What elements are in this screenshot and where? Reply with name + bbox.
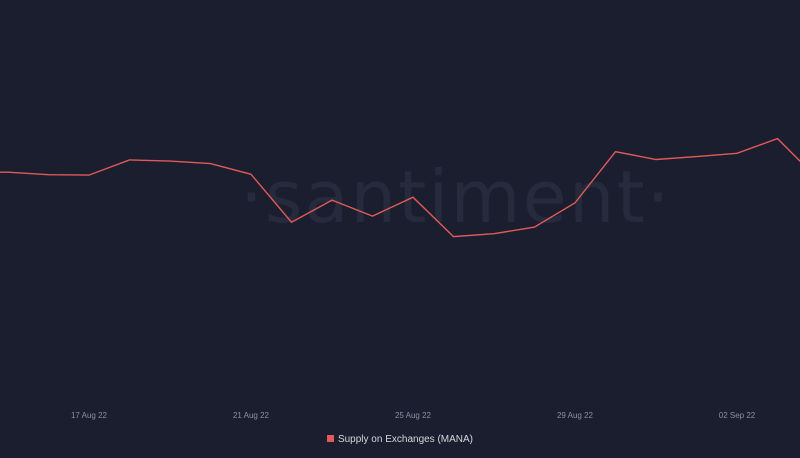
series-line-supply-on-exchanges[interactable]	[0, 137, 800, 238]
data-point[interactable]	[86, 172, 92, 178]
legend[interactable]: Supply on Exchanges (MANA)	[0, 434, 800, 445]
data-point[interactable]	[127, 157, 133, 163]
data-point[interactable]	[5, 169, 11, 175]
x-tick-label: 25 Aug 22	[395, 411, 432, 420]
legend-swatch	[326, 435, 334, 442]
data-point[interactable]	[775, 136, 781, 142]
data-point[interactable]	[289, 219, 295, 225]
x-axis-ticks: 17 Aug 22 21 Aug 22 25 Aug 22 29 Aug 22 02 S…	[71, 411, 756, 420]
data-point[interactable]	[572, 200, 578, 206]
data-point[interactable]	[167, 158, 173, 164]
data-point[interactable]	[370, 213, 376, 219]
data-point[interactable]	[46, 172, 52, 178]
x-tick-label: 29 Aug 22	[557, 411, 594, 420]
data-point[interactable]	[532, 224, 538, 230]
data-point[interactable]	[491, 231, 497, 237]
data-point[interactable]	[329, 197, 335, 203]
data-point[interactable]	[208, 161, 214, 167]
data-point[interactable]	[653, 156, 659, 162]
data-point[interactable]	[248, 171, 254, 177]
x-tick-label: 17 Aug 22	[71, 411, 108, 420]
data-point[interactable]	[451, 234, 457, 240]
data-point[interactable]	[694, 154, 700, 160]
legend-label: Supply on Exchanges (MANA)	[337, 434, 474, 445]
data-point[interactable]	[410, 194, 416, 200]
santiment-watermark: ·santiment·	[240, 155, 672, 239]
data-point[interactable]	[734, 150, 740, 156]
data-point[interactable]	[613, 149, 619, 155]
x-tick-label: 21 Aug 22	[233, 411, 270, 420]
series-layer	[0, 136, 800, 240]
x-tick-label: 02 Sep 22	[719, 411, 756, 420]
